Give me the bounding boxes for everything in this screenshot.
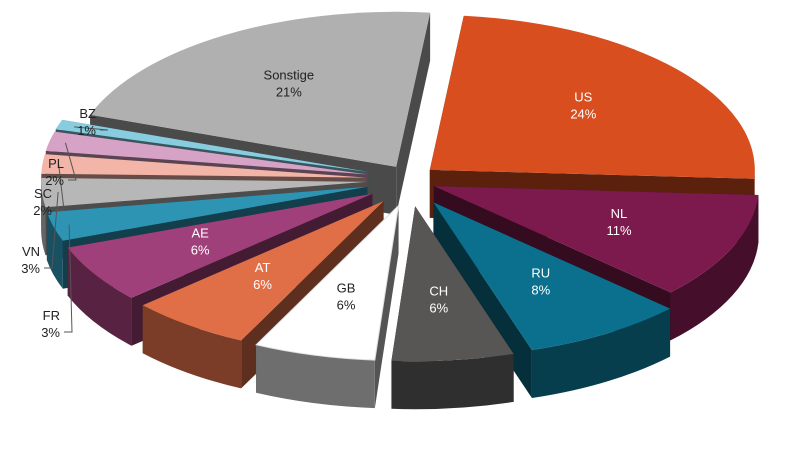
slice-wall-ae xyxy=(67,247,132,346)
slice-label-nl: NL xyxy=(611,206,628,221)
slice-gb xyxy=(255,204,400,361)
slice-value-ru: 8% xyxy=(531,283,550,298)
slice-ae xyxy=(67,193,373,298)
slice-sc xyxy=(41,154,367,178)
slice-value-sonstige: 21% xyxy=(276,84,302,99)
slice-label-vn: VN xyxy=(22,244,40,259)
leader-line-sc xyxy=(56,164,65,211)
slice-labels-layer: US 24% NL 11% RU 8% CH 6% GB 6% AT 6% AE 6% FR 3% VN 3% SC… xyxy=(21,67,632,340)
slice-fr xyxy=(46,186,368,241)
slice-label-ru: RU xyxy=(531,266,550,281)
slice-value-us: 24% xyxy=(570,107,596,122)
slice-ru xyxy=(433,202,671,351)
slice-pl xyxy=(45,131,368,175)
slice-bz xyxy=(55,119,369,172)
slice-value-ch: 6% xyxy=(429,301,448,316)
slice-wall-ru xyxy=(531,308,671,399)
slice-value-sc: 2% xyxy=(33,203,52,218)
slice-wall-gb xyxy=(256,344,375,409)
slice-wall-at xyxy=(142,305,242,389)
slice-ch xyxy=(391,206,514,362)
slice-wall-vn xyxy=(41,181,46,256)
leader-line-pl xyxy=(64,142,77,181)
slice-label-us: US xyxy=(574,90,592,105)
slice-label-ch: CH xyxy=(429,284,448,299)
slice-value-vn: 3% xyxy=(21,261,40,276)
slice-label-pl: PL xyxy=(48,156,64,171)
slice-value-bz: 1% xyxy=(77,123,96,138)
slice-value-nl: 11% xyxy=(606,223,631,238)
leader-line-vn xyxy=(44,192,59,269)
slice-label-sc: SC xyxy=(34,186,52,201)
slice-wall-nl xyxy=(670,195,759,341)
slice-us xyxy=(429,15,755,179)
slice-at xyxy=(142,201,384,341)
slice-side-sonstige xyxy=(396,12,431,215)
slice-vn xyxy=(41,177,367,208)
slice-nl xyxy=(433,186,759,293)
slice-value-gb: 6% xyxy=(337,297,356,312)
slice-sonstige xyxy=(90,11,431,167)
slice-label-fr: FR xyxy=(43,308,60,323)
slice-value-fr: 3% xyxy=(41,325,60,340)
slice-label-ae: AE xyxy=(191,226,209,241)
slice-value-ae: 6% xyxy=(191,243,210,258)
slice-label-at: AT xyxy=(255,260,271,275)
slice-value-pl: 2% xyxy=(45,173,64,188)
slice-label-sonstige: Sonstige xyxy=(264,67,315,82)
slice-wall-ch xyxy=(391,353,514,410)
slice-wall-fr xyxy=(46,212,63,289)
slice-value-at: 6% xyxy=(253,277,272,292)
slice-tops-layer xyxy=(41,11,759,362)
slice-label-bz: BZ xyxy=(79,106,96,121)
slice-label-gb: GB xyxy=(337,280,356,295)
leader-line-bz xyxy=(74,126,109,131)
leader-line-fr xyxy=(64,224,73,333)
